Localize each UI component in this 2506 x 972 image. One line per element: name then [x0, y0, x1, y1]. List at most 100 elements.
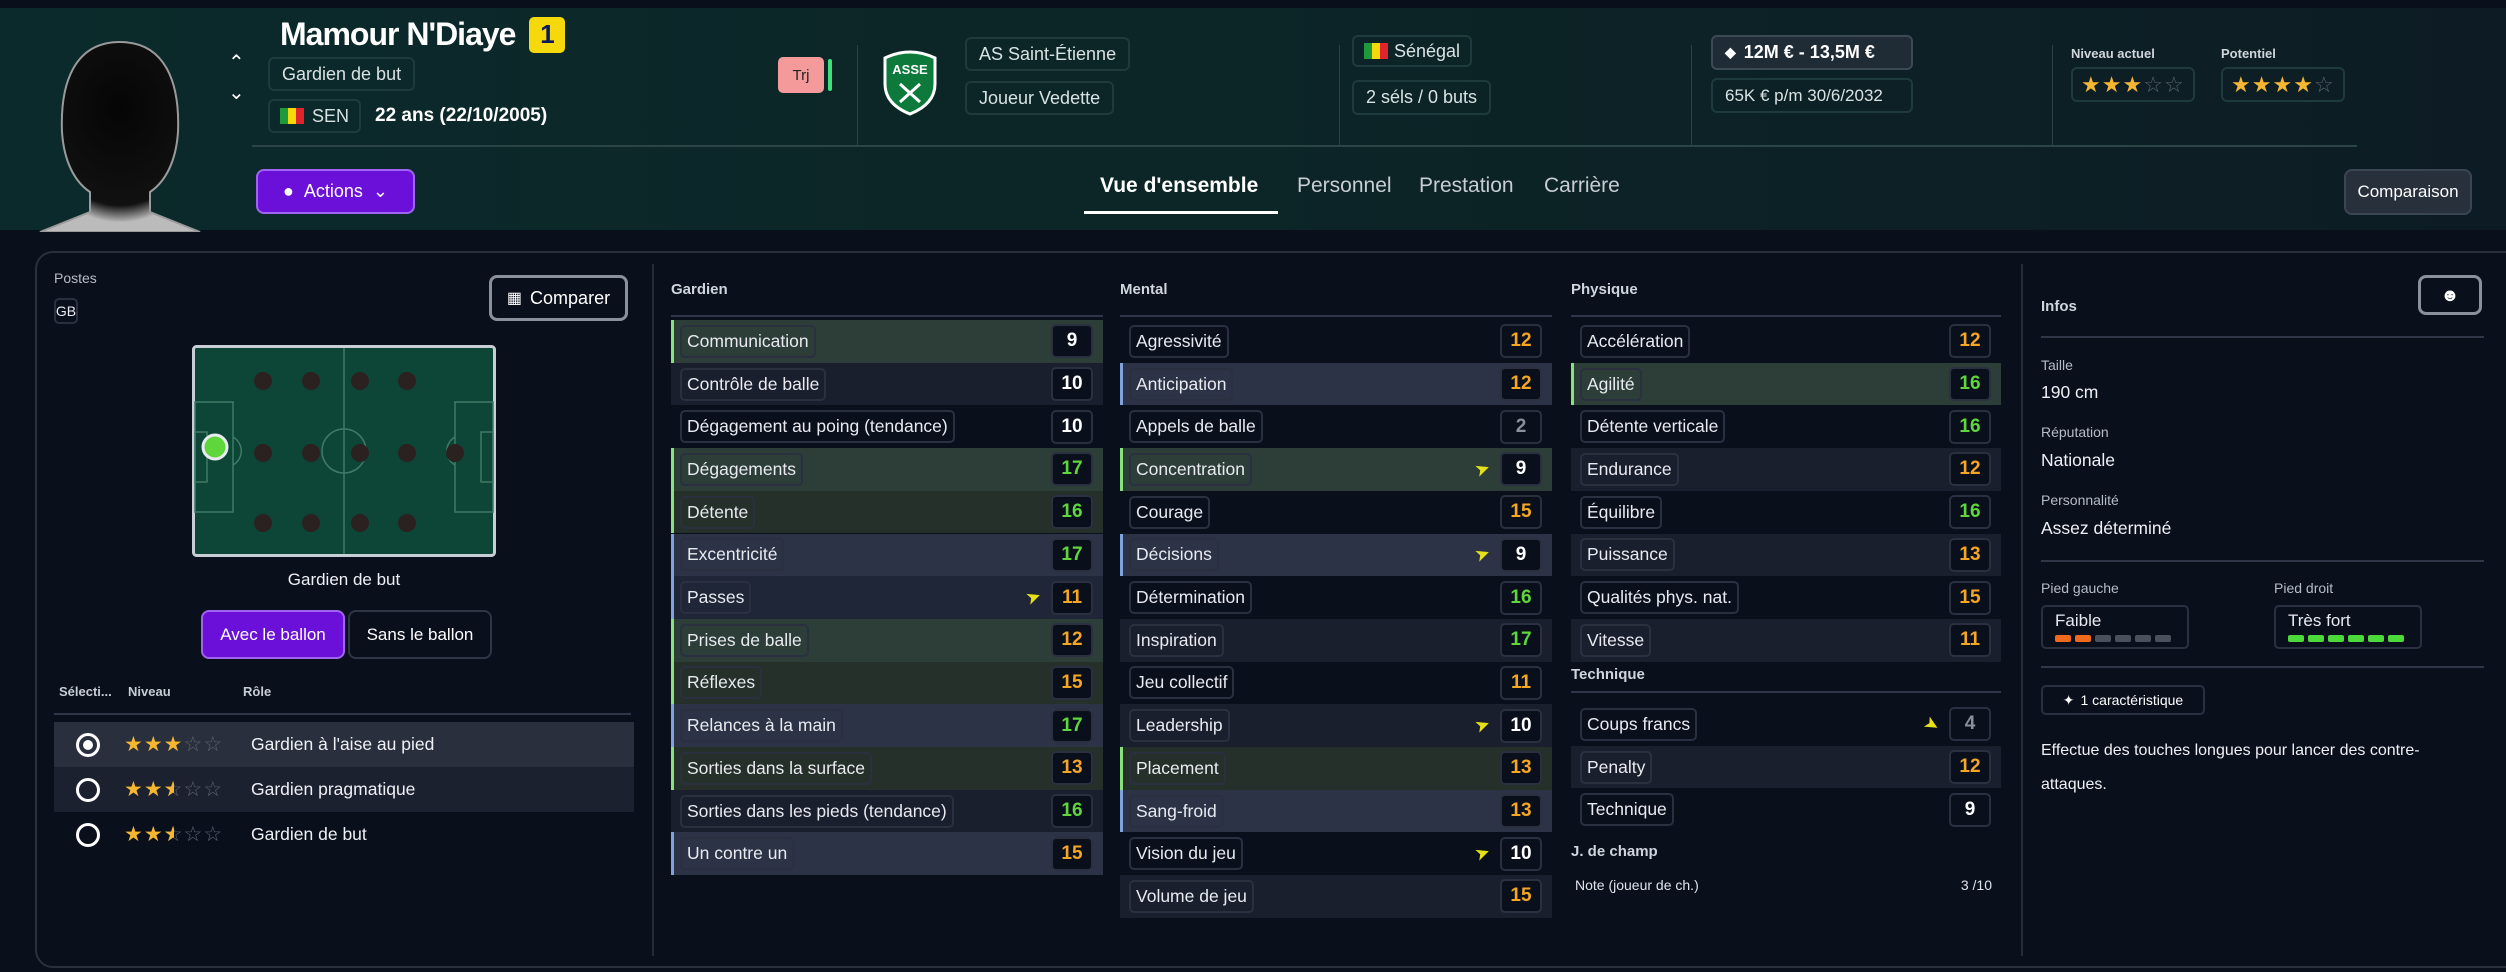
- attribute-row[interactable]: Technique 9: [1571, 788, 2001, 831]
- star-rating: ★ ★ ★ ☆ ☆: [2081, 72, 2185, 98]
- star-icon: ☆: [203, 823, 224, 846]
- attribute-row[interactable]: Sang-froid 13: [1120, 789, 1552, 833]
- attribute-row[interactable]: Dégagement au poing (tendance) 10: [671, 405, 1103, 448]
- attribute-label: Détente: [680, 495, 756, 529]
- column-header-select[interactable]: Sélecti...: [59, 684, 112, 699]
- attribute-row[interactable]: Un contre un 15: [671, 832, 1103, 876]
- attribute-row[interactable]: Sorties dans les pieds (tendance) 16: [671, 789, 1103, 833]
- club-link[interactable]: AS Saint-Étienne: [965, 37, 1131, 71]
- attribute-row[interactable]: Équilibre 16: [1571, 491, 2001, 534]
- attribute-label: Un contre un: [680, 837, 795, 871]
- comparison-button[interactable]: Comparaison: [2344, 169, 2472, 215]
- attribute-row[interactable]: Vision du jeu ➤ 10: [1120, 832, 1552, 875]
- attribute-row[interactable]: Courage 15: [1120, 491, 1552, 534]
- attribute-value: 16: [1051, 495, 1093, 530]
- role-radio[interactable]: [76, 822, 100, 847]
- player-profile-icon-button[interactable]: ☻: [2418, 275, 2482, 315]
- role-row[interactable]: ★ ★ ★ ☆ ☆ Gardien à l'aise au pied: [54, 722, 634, 767]
- attribute-row[interactable]: Détermination 16: [1120, 576, 1552, 619]
- level-segment: [2288, 635, 2304, 642]
- star-icon: ☆: [183, 778, 204, 801]
- attribute-row[interactable]: Agressivité 12: [1120, 320, 1552, 363]
- attribute-row[interactable]: Réflexes 15: [671, 661, 1103, 705]
- compare-button[interactable]: ▦ Comparer: [489, 275, 628, 321]
- attribute-row[interactable]: Concentration ➤ 9: [1120, 448, 1552, 491]
- role-row[interactable]: ★★☆☆☆ Gardien de but: [54, 812, 634, 857]
- trend-up-arrow-icon: ➤: [1471, 713, 1493, 738]
- actions-button[interactable]: ● Actions ⌄: [256, 169, 415, 214]
- traits-button[interactable]: ✦ 1 caractéristique: [2041, 685, 2205, 715]
- attribute-value: 9: [1500, 452, 1542, 487]
- attribute-row[interactable]: Volume de jeu 15: [1120, 875, 1552, 918]
- trend-up-arrow-icon: ➤: [1471, 456, 1493, 481]
- attribute-row[interactable]: Inspiration 17: [1120, 618, 1552, 662]
- potential-label: Potentiel: [2221, 46, 2276, 61]
- column-header-role[interactable]: Rôle: [243, 684, 272, 699]
- role-radio[interactable]: [76, 777, 100, 802]
- attribute-row[interactable]: Détente verticale 16: [1571, 405, 2001, 448]
- tab-overview[interactable]: Vue d'ensemble: [1100, 174, 1259, 197]
- chevron-down-icon: ⌄: [372, 181, 388, 201]
- attribute-row[interactable]: Jeu collectif 11: [1120, 662, 1552, 705]
- attribute-row[interactable]: Dégagements 17: [671, 448, 1103, 491]
- attribute-label: Inspiration: [1129, 623, 1224, 657]
- attribute-value: 15: [1500, 495, 1542, 530]
- attribute-row[interactable]: Coups francs ➤ 4: [1571, 703, 2001, 746]
- attribute-row[interactable]: Passes ➤ 11: [671, 576, 1103, 619]
- attribute-row[interactable]: Vitesse 11: [1571, 618, 2001, 662]
- attribute-label: Détente verticale: [1580, 410, 1726, 444]
- attribute-label: Volume de jeu: [1129, 879, 1254, 913]
- attribute-row[interactable]: Communication 9: [671, 320, 1103, 363]
- tab-prestation[interactable]: Prestation: [1419, 174, 1514, 197]
- attribute-row[interactable]: Penalty 12: [1571, 745, 2001, 789]
- attribute-value: 12: [1949, 750, 1991, 785]
- attribute-value: 12: [1949, 324, 1991, 359]
- trend-down-arrow-icon: ➤: [1920, 711, 1944, 737]
- attribute-row[interactable]: Accélération 12: [1571, 320, 2001, 363]
- status-indicator: [828, 59, 832, 91]
- attribute-row[interactable]: Détente 16: [671, 490, 1103, 534]
- role-radio[interactable]: [76, 732, 100, 757]
- role-row[interactable]: ★★☆☆☆ Gardien pragmatique: [54, 767, 634, 812]
- attribute-value: 11: [1051, 580, 1093, 615]
- column-header-level[interactable]: Niveau: [128, 684, 171, 699]
- caps-chip: 2 séls / 0 buts: [1352, 80, 1492, 115]
- tab-personnel[interactable]: Personnel: [1297, 174, 1392, 197]
- attribute-value: 13: [1051, 751, 1093, 786]
- transfer-value-chip[interactable]: ◆ 12M € - 13,5M €: [1711, 35, 1913, 70]
- svg-text:ASSE: ASSE: [892, 62, 928, 77]
- club-logo[interactable]: ASSE: [880, 44, 940, 116]
- attribute-value: 13: [1949, 537, 1991, 572]
- pitch-caption: Gardien de but: [287, 570, 401, 589]
- level-segment: [2135, 635, 2151, 642]
- with-ball-toggle[interactable]: Avec le ballon: [201, 610, 345, 659]
- previous-player-chevron-up-icon[interactable]: ⌃: [228, 52, 245, 74]
- positions-label: Postes: [54, 270, 97, 286]
- next-player-chevron-down-icon[interactable]: ⌄: [228, 82, 245, 104]
- level-segment: [2328, 635, 2344, 642]
- without-ball-toggle[interactable]: Sans le ballon: [348, 610, 492, 659]
- attribute-label: Vitesse: [1580, 623, 1652, 657]
- attribute-row[interactable]: Qualités phys. nat. 15: [1571, 576, 2001, 619]
- attribute-row[interactable]: Contrôle de balle 10: [671, 362, 1103, 406]
- senegal-flag-icon: [1364, 43, 1388, 59]
- transfer-status-badge[interactable]: Trj: [778, 57, 824, 93]
- active-tab-underline: [1084, 211, 1278, 214]
- attribute-row[interactable]: Endurance 12: [1571, 448, 2001, 491]
- tab-carriere[interactable]: Carrière: [1544, 174, 1620, 197]
- nationality-chip[interactable]: Sénégal: [1352, 35, 1473, 67]
- attribute-row[interactable]: Anticipation 12: [1120, 362, 1552, 406]
- goalkeeper-position-dot: [201, 433, 229, 461]
- attribute-row[interactable]: Agilité 16: [1571, 362, 2001, 406]
- attribute-row[interactable]: Relances à la main 17: [671, 704, 1103, 747]
- nation-chip: SEN: [268, 99, 362, 133]
- attribute-row[interactable]: Excentricité 17: [671, 533, 1103, 577]
- attribute-row[interactable]: Décisions ➤ 9: [1120, 533, 1552, 577]
- attribute-row[interactable]: Sorties dans la surface 13: [671, 747, 1103, 790]
- attribute-row[interactable]: Puissance 13: [1571, 533, 2001, 577]
- attribute-row[interactable]: Prises de balle 12: [671, 618, 1103, 662]
- attribute-row[interactable]: Leadership ➤ 10: [1120, 704, 1552, 747]
- attribute-row[interactable]: Appels de balle 2: [1120, 405, 1552, 448]
- attribute-row[interactable]: Placement 13: [1120, 747, 1552, 790]
- nationality: Sénégal: [1394, 40, 1461, 61]
